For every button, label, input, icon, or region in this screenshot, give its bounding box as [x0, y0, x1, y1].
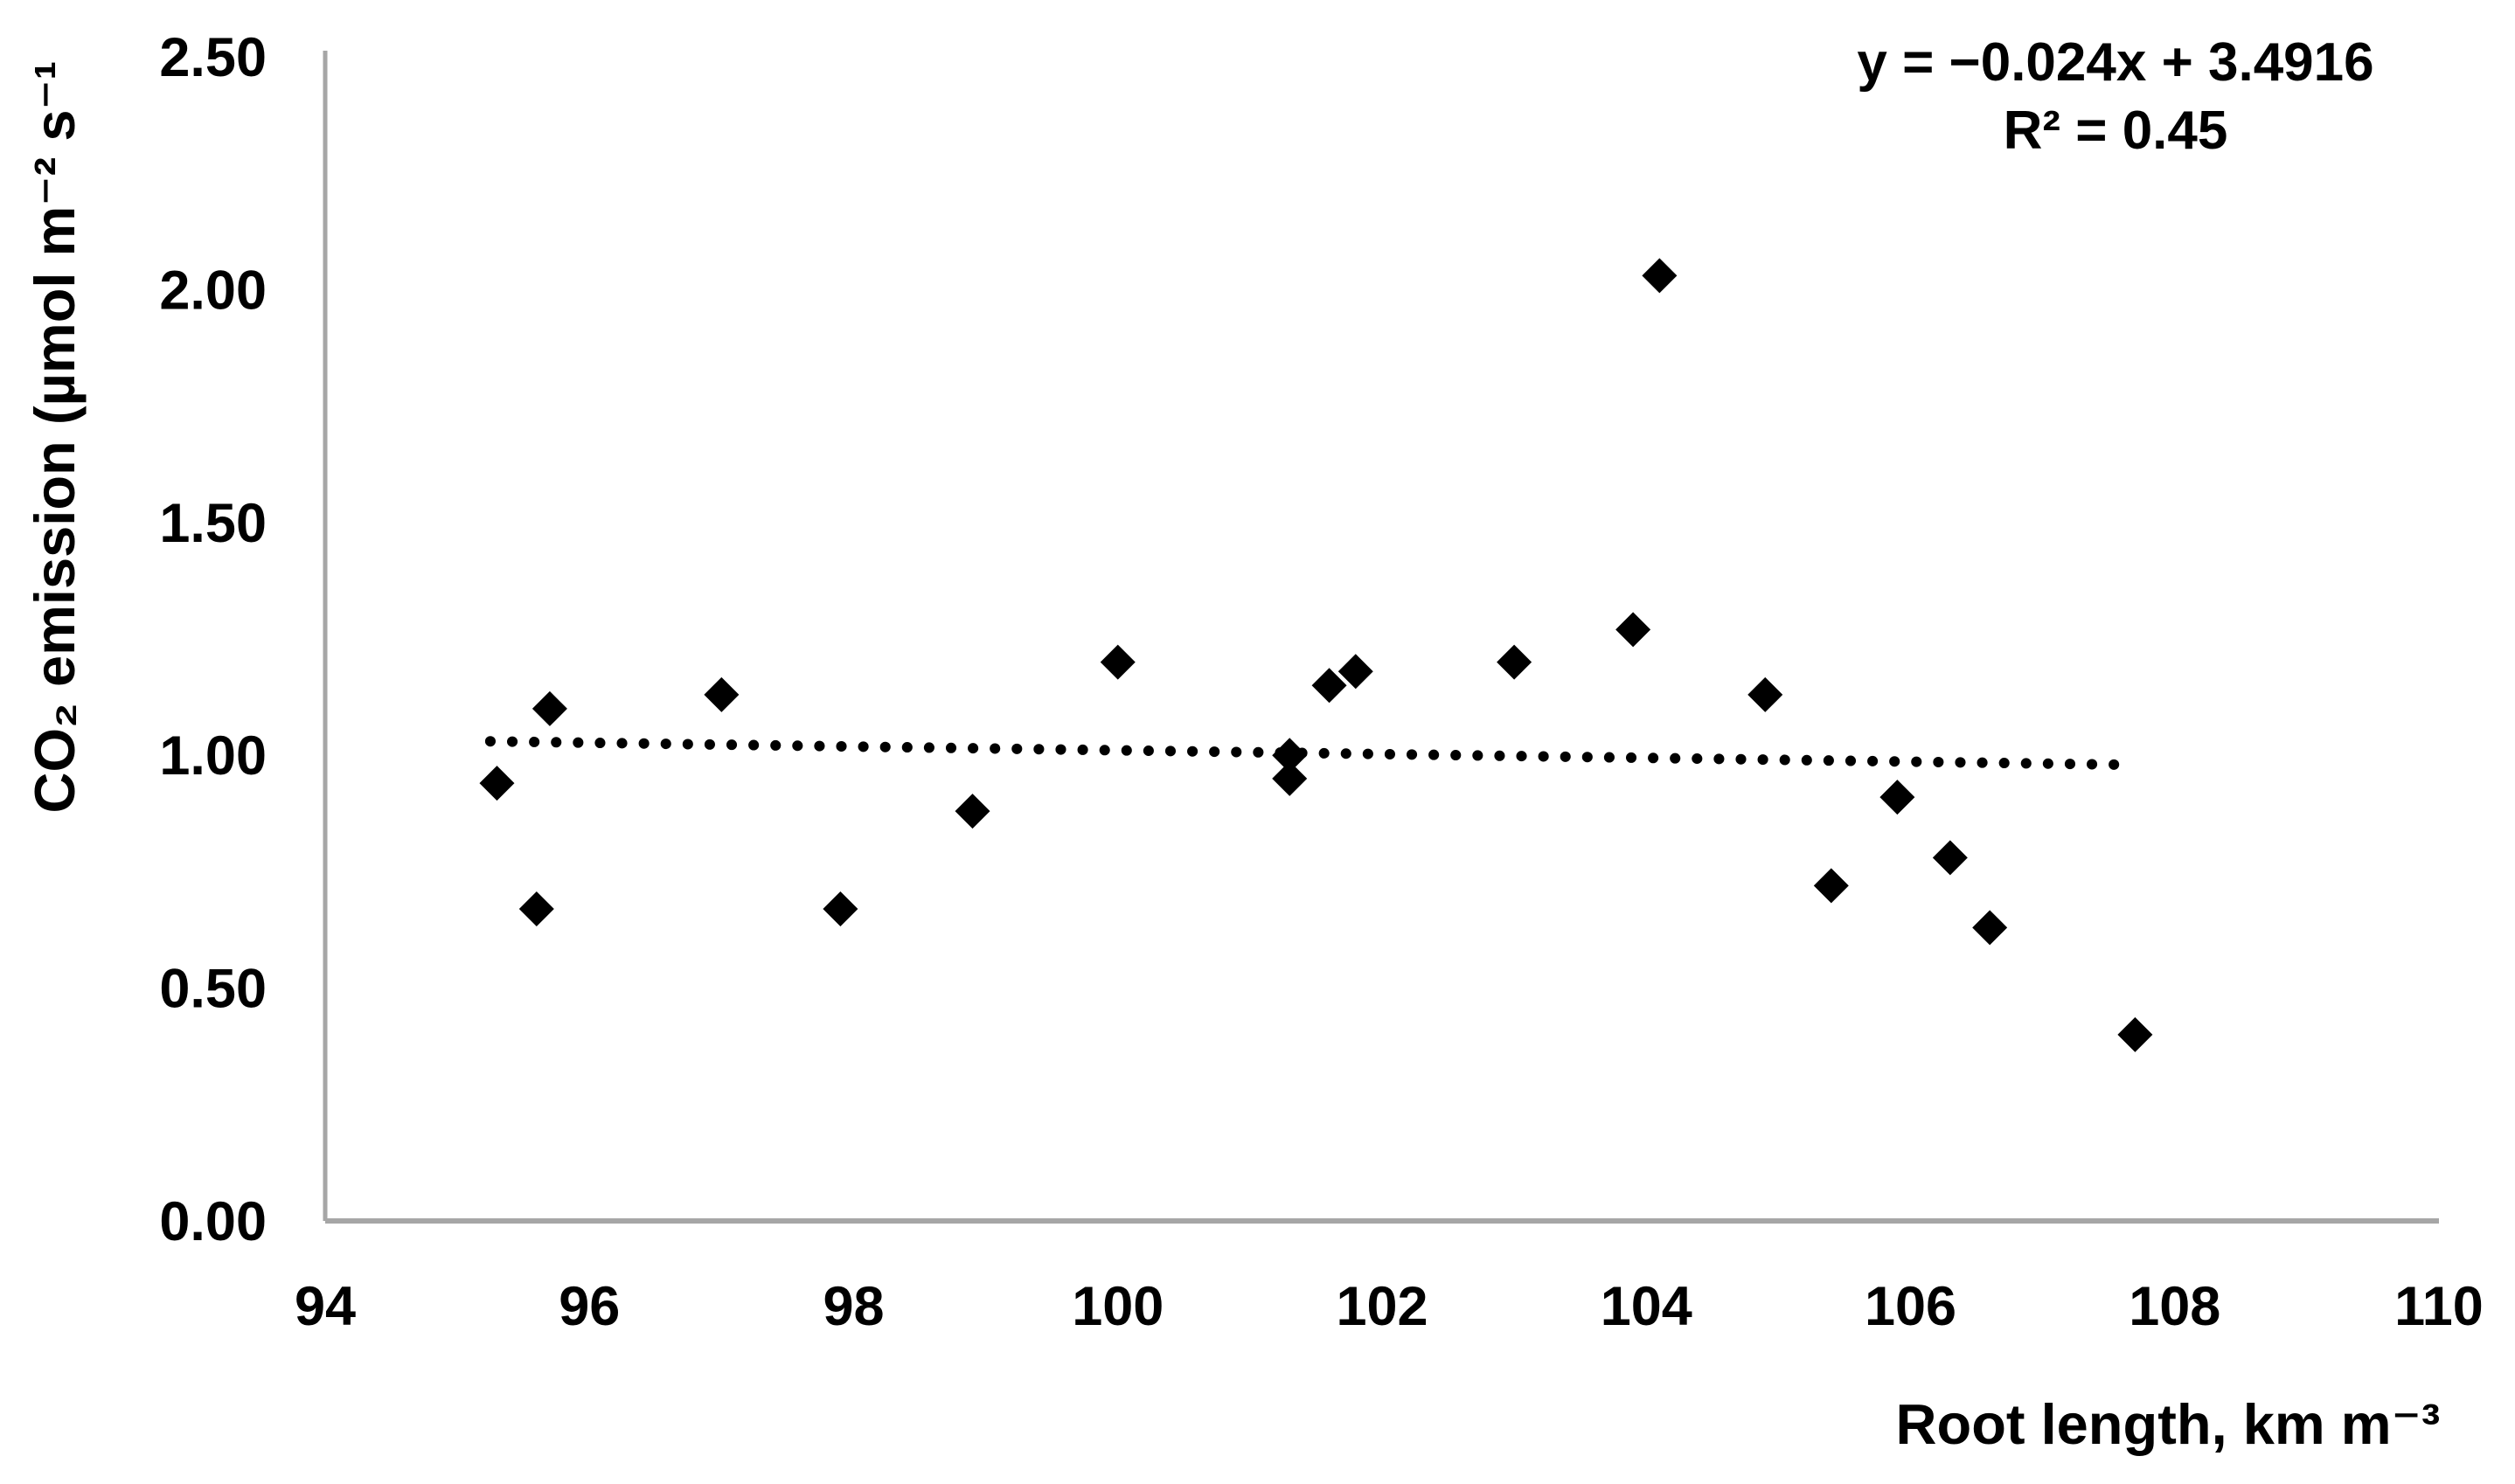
- data-point-marker: [1972, 910, 2008, 946]
- trendline-equation: y = −0.024x + 3.4916: [1857, 32, 2373, 93]
- x-tick-label: 106: [1865, 1276, 1956, 1337]
- data-point-marker: [1932, 840, 1968, 876]
- data-point-marker: [1813, 868, 1849, 904]
- data-point-marker: [1642, 258, 1678, 294]
- data-points: [479, 258, 2153, 1052]
- x-axis-tick-labels: 94 96 98 100 102 104 106 108 110: [295, 1276, 2484, 1337]
- data-point-marker: [2117, 1016, 2153, 1052]
- y-axis-tick-labels: 0.00 0.50 1.00 1.50 2.00 2.50: [159, 27, 267, 1252]
- y-tick-label: 2.50: [159, 27, 267, 88]
- data-point-marker: [823, 891, 858, 927]
- y-tick-label: 0.50: [159, 959, 267, 1020]
- x-tick-label: 108: [2129, 1276, 2220, 1337]
- data-point-marker: [1337, 654, 1373, 690]
- x-tick-label: 100: [1072, 1276, 1164, 1337]
- data-point-marker: [531, 690, 567, 726]
- y-tick-label: 2.00: [159, 260, 267, 321]
- y-tick-label: 0.00: [159, 1191, 267, 1252]
- data-point-marker: [1747, 676, 1783, 712]
- data-point-marker: [955, 794, 990, 829]
- y-tick-label: 1.50: [159, 493, 267, 554]
- data-point-marker: [1497, 644, 1532, 680]
- axes: [323, 51, 2439, 1224]
- x-tick-label: 104: [1601, 1276, 1692, 1337]
- x-tick-label: 98: [823, 1276, 884, 1337]
- data-point-marker: [1311, 668, 1347, 704]
- data-point-marker: [1879, 780, 1915, 815]
- data-point-marker: [1100, 644, 1136, 680]
- data-point-marker: [1272, 760, 1308, 796]
- data-point-marker: [1615, 612, 1651, 648]
- x-tick-label: 102: [1336, 1276, 1428, 1337]
- x-tick-label: 96: [559, 1276, 620, 1337]
- data-point-marker: [704, 676, 740, 712]
- y-tick-label: 1.00: [159, 725, 267, 787]
- data-point-marker: [1272, 738, 1308, 773]
- y-axis-title: CO₂ emission (µmol m⁻² s⁻¹: [23, 61, 87, 814]
- x-tick-label: 94: [295, 1276, 356, 1337]
- data-point-marker: [479, 766, 515, 801]
- x-tick-label: 110: [2394, 1276, 2484, 1337]
- r-squared-value: R² = 0.45: [2004, 101, 2228, 161]
- x-axis-title: Root length, km m⁻³: [1896, 1392, 2441, 1456]
- data-point-marker: [518, 891, 554, 927]
